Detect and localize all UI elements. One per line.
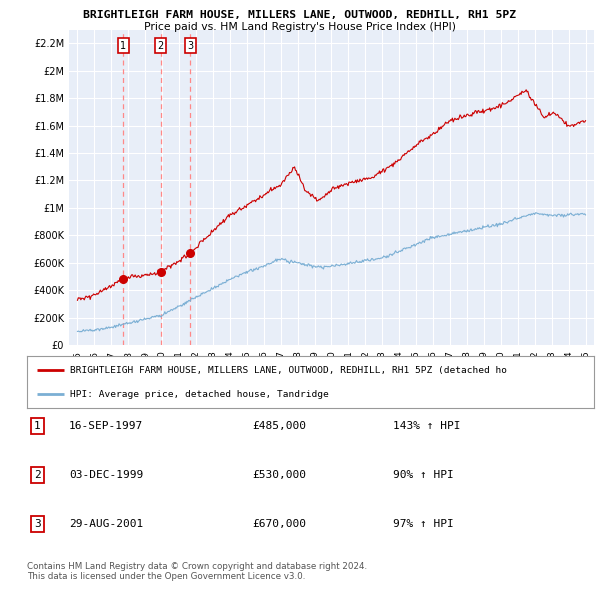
Text: BRIGHTLEIGH FARM HOUSE, MILLERS LANE, OUTWOOD, REDHILL, RH1 5PZ (detached ho: BRIGHTLEIGH FARM HOUSE, MILLERS LANE, OU… [70, 366, 506, 375]
Text: 1: 1 [121, 41, 127, 51]
Text: 29-AUG-2001: 29-AUG-2001 [69, 519, 143, 529]
Text: 3: 3 [187, 41, 193, 51]
Text: 143% ↑ HPI: 143% ↑ HPI [393, 421, 461, 431]
Text: £670,000: £670,000 [252, 519, 306, 529]
Text: £485,000: £485,000 [252, 421, 306, 431]
Text: 03-DEC-1999: 03-DEC-1999 [69, 470, 143, 480]
Text: 1: 1 [34, 421, 41, 431]
Text: 2: 2 [34, 470, 41, 480]
Text: 16-SEP-1997: 16-SEP-1997 [69, 421, 143, 431]
Text: 97% ↑ HPI: 97% ↑ HPI [393, 519, 454, 529]
Text: BRIGHTLEIGH FARM HOUSE, MILLERS LANE, OUTWOOD, REDHILL, RH1 5PZ: BRIGHTLEIGH FARM HOUSE, MILLERS LANE, OU… [83, 10, 517, 20]
Text: 3: 3 [34, 519, 41, 529]
Text: 90% ↑ HPI: 90% ↑ HPI [393, 470, 454, 480]
Text: £530,000: £530,000 [252, 470, 306, 480]
Text: Contains HM Land Registry data © Crown copyright and database right 2024.: Contains HM Land Registry data © Crown c… [27, 562, 367, 571]
Text: 2: 2 [158, 41, 164, 51]
Text: This data is licensed under the Open Government Licence v3.0.: This data is licensed under the Open Gov… [27, 572, 305, 581]
Text: HPI: Average price, detached house, Tandridge: HPI: Average price, detached house, Tand… [70, 390, 328, 399]
Text: Price paid vs. HM Land Registry's House Price Index (HPI): Price paid vs. HM Land Registry's House … [144, 22, 456, 32]
